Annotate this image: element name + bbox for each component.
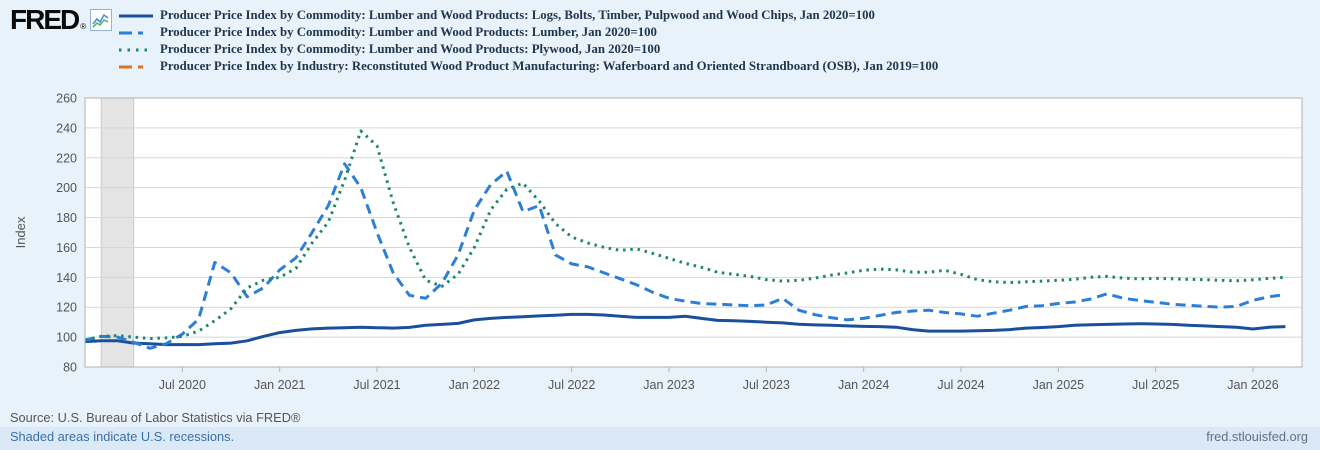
chart-legend: Producer Price Index by Commodity: Lumbe… xyxy=(118,7,938,75)
series-line-2 xyxy=(84,129,1286,342)
fred-site-link[interactable]: fred.stlouisfed.org xyxy=(1206,429,1308,444)
svg-text:Jul 2022: Jul 2022 xyxy=(548,378,595,392)
x-axis-labels: Jul 2020 Jan 2021 Jul 2021 Jan 2022 Jul 2022… xyxy=(159,367,1279,392)
footer-band xyxy=(0,427,1320,450)
svg-text:200: 200 xyxy=(56,181,77,195)
recession-band xyxy=(100,98,135,367)
plot-area[interactable] xyxy=(85,98,1302,367)
legend-label: Producer Price Index by Industry: Recons… xyxy=(160,59,939,73)
y-axis-title: Index xyxy=(13,216,28,248)
svg-text:80: 80 xyxy=(63,361,77,375)
svg-text:180: 180 xyxy=(56,211,77,225)
svg-text:Jan 2022: Jan 2022 xyxy=(449,378,500,392)
svg-text:Jul 2025: Jul 2025 xyxy=(1132,378,1179,392)
svg-text:220: 220 xyxy=(56,151,77,165)
svg-text:100: 100 xyxy=(56,331,77,345)
svg-text:120: 120 xyxy=(56,301,77,315)
fred-logo[interactable]: FRED ® xyxy=(10,4,113,36)
svg-text:Jul 2021: Jul 2021 xyxy=(353,378,400,392)
fred-logo-registered-mark: ® xyxy=(80,22,87,31)
svg-text:Jul 2024: Jul 2024 xyxy=(937,378,984,392)
svg-text:260: 260 xyxy=(56,92,77,106)
svg-text:240: 240 xyxy=(56,121,77,135)
svg-text:160: 160 xyxy=(56,241,77,255)
legend-item-osb[interactable]: Producer Price Index by Industry: Recons… xyxy=(118,58,938,75)
legend-label: Producer Price Index by Commodity: Lumbe… xyxy=(160,25,657,39)
plot-border xyxy=(84,97,1303,368)
series-line-1 xyxy=(84,162,1286,350)
fred-logo-text: FRED xyxy=(10,4,80,35)
legend-item-lumber[interactable]: Producer Price Index by Commodity: Lumbe… xyxy=(118,24,938,41)
series-line-0 xyxy=(84,312,1286,347)
legend-label: Producer Price Index by Commodity: Lumbe… xyxy=(160,42,661,56)
svg-text:Jan 2025: Jan 2025 xyxy=(1033,378,1084,392)
legend-line-sample-solid xyxy=(119,14,153,17)
gridlines xyxy=(85,127,1302,338)
legend-item-plywood[interactable]: Producer Price Index by Commodity: Lumbe… xyxy=(118,41,938,58)
svg-text:Jan 2023: Jan 2023 xyxy=(643,378,694,392)
legend-line-sample-dashed-orange xyxy=(119,65,153,68)
svg-text:Jul 2020: Jul 2020 xyxy=(159,378,206,392)
svg-text:Jan 2021: Jan 2021 xyxy=(254,378,305,392)
svg-text:Jan 2024: Jan 2024 xyxy=(838,378,889,392)
line-chart-icon xyxy=(90,9,113,36)
legend-item-logs[interactable]: Producer Price Index by Commodity: Lumbe… xyxy=(118,7,938,24)
recessions-link[interactable]: Shaded areas indicate U.S. recessions. xyxy=(10,429,235,444)
legend-line-sample-dashed xyxy=(119,31,153,34)
legend-label: Producer Price Index by Commodity: Lumbe… xyxy=(160,8,875,22)
legend-line-sample-dotted xyxy=(119,48,153,51)
y-axis-labels: 80 100 120 140 160 180 200 220 240 260 xyxy=(56,92,77,375)
source-text: Source: U.S. Bureau of Labor Statistics … xyxy=(10,410,301,425)
svg-text:Jul 2023: Jul 2023 xyxy=(743,378,790,392)
svg-text:Jan 2026: Jan 2026 xyxy=(1227,378,1278,392)
svg-text:140: 140 xyxy=(56,271,77,285)
